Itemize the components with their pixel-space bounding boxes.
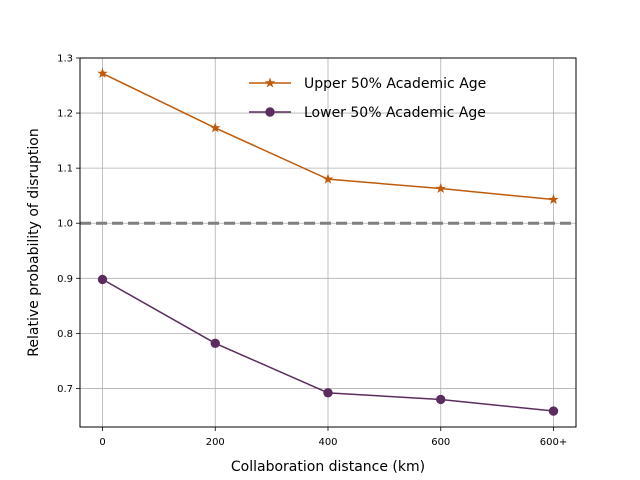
star-marker [97, 67, 108, 78]
star-marker [435, 183, 446, 193]
y-tick-label: 1.3 [57, 54, 73, 65]
circle-marker [548, 406, 559, 416]
legend-item: Upper 50% Academic Age [249, 76, 486, 92]
circle-marker [436, 394, 446, 405]
star-marker [322, 173, 334, 184]
y-tick-label: 1.1 [57, 164, 73, 175]
legend-item: Lower 50% Academic Age [249, 105, 486, 121]
series-group [97, 67, 559, 416]
series-1 [97, 67, 559, 204]
x-axis-label: Collaboration distance (km) [231, 459, 425, 475]
y-tick-label: 1.0 [57, 219, 73, 230]
x-tick-label: 600+ [540, 437, 567, 448]
x-tick-label: 600 [431, 437, 450, 448]
star-marker [264, 77, 276, 88]
x-tick-label: 200 [206, 437, 225, 448]
y-axis-label: Relative probability of disruption [26, 128, 42, 356]
y-tick-label: 1.2 [57, 109, 73, 120]
x-tick-label: 400 [318, 437, 337, 448]
circle-marker [97, 274, 108, 285]
y-tick-label: 0.9 [57, 274, 73, 285]
y-axis-ticks: 0.7 0.8 0.9 1.0 1.1 1.2 1.3 [57, 54, 80, 395]
y-tick-label: 0.8 [57, 329, 73, 340]
legend-label: Upper 50% Academic Age [304, 76, 486, 92]
x-axis-ticks: 0 200 400 600 600+ [99, 427, 567, 448]
x-tick-label: 0 [99, 437, 105, 448]
legend: Upper 50% Academic Age Lower 50% Academic… [249, 76, 486, 121]
circle-marker [265, 107, 275, 117]
star-marker [548, 194, 559, 204]
series-2 [97, 274, 559, 416]
circle-marker [323, 388, 333, 398]
legend-label: Lower 50% Academic Age [304, 105, 486, 121]
star-marker [210, 122, 221, 133]
y-tick-label: 0.7 [57, 384, 73, 395]
circle-marker [210, 338, 220, 348]
